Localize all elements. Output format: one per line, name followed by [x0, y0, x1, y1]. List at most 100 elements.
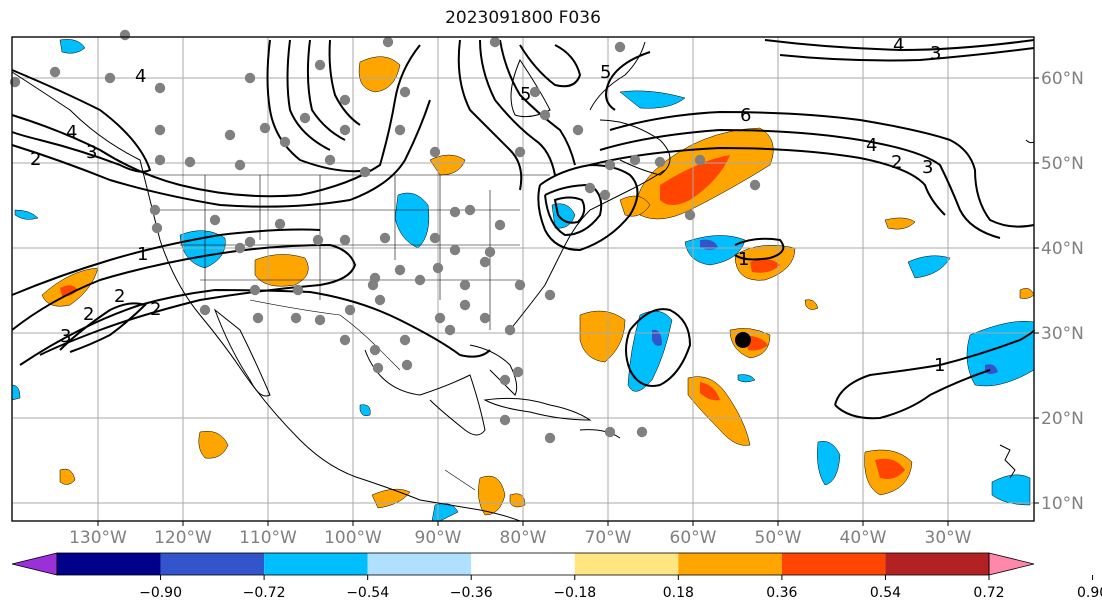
observation-dot: [292, 284, 304, 296]
observation-dot: [629, 154, 641, 166]
observation-dot: [379, 232, 391, 244]
observation-dot: [339, 234, 351, 246]
observation-dot: [464, 204, 476, 216]
colorbar-segment: [885, 553, 989, 575]
colorbar: −0.90 −0.72 −0.54 −0.36 −0.18 0.18 0.36 0.54 0.7…: [11, 552, 1102, 601]
lon-label: 100°W: [324, 528, 382, 548]
colorbar-tick-label: −0.90: [139, 585, 182, 601]
observation-dot: [279, 136, 291, 148]
observation-dot: [489, 36, 501, 48]
observation-dot: [9, 76, 21, 88]
observation-dot: [259, 122, 271, 134]
colorbar-segment: [160, 553, 265, 575]
colorbar-segment: [781, 553, 886, 575]
observation-dot: [372, 362, 384, 374]
observation-dot: [604, 426, 616, 438]
contour-label: 4: [893, 35, 904, 56]
observation-dot: [382, 36, 394, 48]
colorbar-tick-label: 0.18: [663, 585, 694, 601]
lon-label: 110°W: [239, 528, 297, 548]
observation-dot: [604, 159, 616, 171]
observation-dot: [429, 146, 441, 158]
lat-label: 30°N: [1041, 324, 1084, 344]
lon-label: 90°W: [415, 528, 462, 548]
observation-dot: [312, 234, 324, 246]
lon-label: 60°W: [670, 528, 717, 548]
lat-label: 10°N: [1041, 494, 1084, 514]
lat-label: 60°N: [1041, 69, 1084, 89]
observation-dot: [514, 279, 526, 291]
observation-dot: [244, 236, 256, 248]
observation-dot: [290, 312, 302, 324]
observation-dot: [339, 94, 351, 106]
lat-label: 20°N: [1041, 409, 1084, 429]
observation-dot: [344, 304, 356, 316]
contour-label: 3: [930, 43, 941, 64]
observation-dot: [234, 159, 246, 171]
colorbar-segment: [574, 553, 679, 575]
observation-dot: [499, 374, 511, 386]
observation-dot: [584, 182, 596, 194]
contour-label: 4: [866, 135, 877, 156]
observation-dot: [432, 262, 444, 274]
observation-dot: [104, 72, 116, 84]
colorbar-segment: [57, 553, 161, 575]
observation-dot: [599, 189, 611, 201]
observation-dot: [244, 72, 256, 84]
lat-label: 40°N: [1041, 239, 1084, 259]
contour-label: 4: [66, 122, 77, 143]
lon-label: 80°W: [500, 528, 547, 548]
contour-label: 5: [600, 62, 611, 83]
observation-dot: [484, 246, 496, 258]
contour-label: 5: [520, 84, 531, 105]
contour-label: 1: [738, 249, 749, 270]
observation-dot: [274, 218, 286, 230]
observation-dot: [209, 214, 221, 226]
colorbar-tick-label: 0.72: [973, 585, 1004, 601]
observation-dot: [539, 109, 551, 121]
observation-dot: [544, 289, 556, 301]
observation-dot: [694, 154, 706, 166]
observation-dot: [394, 264, 406, 276]
contour-label: 1: [137, 244, 148, 265]
contour-label: 4: [135, 66, 146, 87]
observation-dot: [199, 304, 211, 316]
observation-dot: [49, 66, 61, 78]
observation-dot: [514, 146, 526, 158]
observation-dot: [444, 324, 456, 336]
observation-dot: [249, 284, 261, 296]
contour-label: 3: [86, 142, 97, 163]
contour-label: 2: [83, 304, 94, 325]
observation-dot: [367, 279, 379, 291]
observation-dot: [154, 124, 166, 136]
lon-label: 70°W: [585, 528, 632, 548]
observation-dots: [9, 29, 761, 444]
colorbar-tick-label: 0.54: [870, 585, 901, 601]
observation-dot: [614, 41, 626, 53]
colorbar-segment: [367, 553, 472, 575]
lon-label: 50°W: [755, 528, 802, 548]
lon-label: 120°W: [154, 528, 212, 548]
colorbar-segment: [678, 553, 782, 575]
contour-label: 3: [60, 326, 71, 347]
coastlines: [11, 41, 1035, 522]
observation-dot: [504, 324, 516, 336]
observation-dot: [149, 204, 161, 216]
observation-dot: [749, 179, 761, 191]
observation-dot: [252, 312, 264, 324]
contour-label: 2: [150, 299, 161, 320]
observation-dot: [529, 86, 541, 98]
observation-dot: [401, 359, 413, 371]
storm-center-marker: [735, 332, 751, 348]
observation-dot: [434, 312, 446, 324]
colorbar-tick-label: −0.54: [346, 585, 389, 601]
observation-dot: [394, 124, 406, 136]
colorbar-tick-label: −0.72: [243, 585, 286, 601]
observation-dot: [374, 294, 386, 306]
observation-dot: [184, 156, 196, 168]
contour-label: 2: [891, 152, 902, 173]
observation-dot: [299, 112, 311, 124]
lon-label: 40°W: [840, 528, 887, 548]
observation-dot: [224, 129, 236, 141]
observation-dot: [572, 124, 584, 136]
